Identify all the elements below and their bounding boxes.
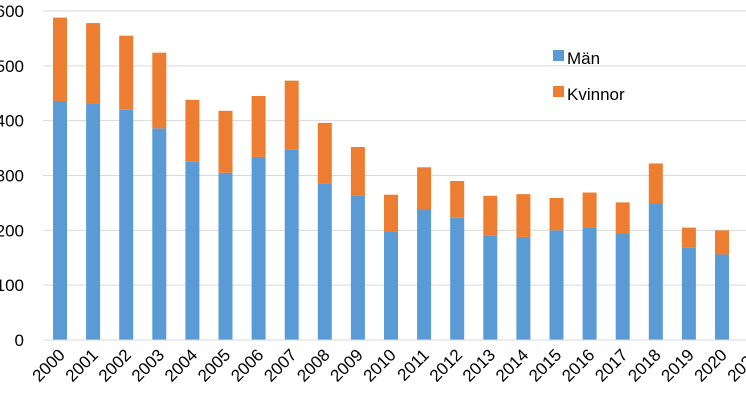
x-tick-label: 2007 xyxy=(260,345,300,385)
y-tick-label: 500 xyxy=(0,57,24,76)
bar-man-2008 xyxy=(317,183,332,340)
x-tick-label: 2001 xyxy=(62,345,102,385)
x-tick-label: 2006 xyxy=(227,345,267,385)
bar-kvinnor-2016 xyxy=(582,192,597,228)
x-tick-label: 2019 xyxy=(658,345,698,385)
bar-kvinnor-2001 xyxy=(86,23,101,104)
x-tick-label: 2003 xyxy=(128,345,168,385)
x-tick-label: 2008 xyxy=(293,345,333,385)
x-tick-label: 2000 xyxy=(29,345,69,385)
legend-label-kvinnor: Kvinnor xyxy=(567,85,625,104)
bars xyxy=(53,17,729,341)
bar-man-2020 xyxy=(715,254,729,340)
x-tick-label: 2002 xyxy=(95,345,135,385)
bar-kvinnor-2020 xyxy=(715,230,729,255)
y-tick-label: 100 xyxy=(0,276,24,295)
x-axis-ticks: 2000200120022003200420052006200720082009… xyxy=(29,345,746,385)
y-tick-label: 600 xyxy=(0,2,24,21)
bar-man-2001 xyxy=(86,103,101,340)
bar-kvinnor-2011 xyxy=(417,167,432,210)
bar-man-2018 xyxy=(648,203,663,340)
bar-kvinnor-2007 xyxy=(284,80,299,150)
legend-label-man: Män xyxy=(567,49,600,68)
bar-man-2010 xyxy=(384,231,398,340)
bar-man-2009 xyxy=(350,195,365,340)
y-tick-label: 200 xyxy=(0,221,24,240)
bar-man-2002 xyxy=(119,109,134,341)
x-tick-label: 2017 xyxy=(591,345,631,385)
bar-kvinnor-2005 xyxy=(218,110,233,173)
x-tick-label: 2005 xyxy=(194,345,234,385)
bar-kvinnor-2010 xyxy=(384,194,398,232)
bar-kvinnor-2017 xyxy=(615,202,630,234)
bar-kvinnor-2015 xyxy=(549,197,564,231)
bar-man-2000 xyxy=(53,100,67,341)
bar-kvinnor-2002 xyxy=(119,35,134,110)
legend-swatch-kvinnor xyxy=(553,86,564,97)
legend-swatch-man xyxy=(553,50,564,61)
bar-kvinnor-2012 xyxy=(450,180,465,218)
y-tick-label: 0 xyxy=(15,331,24,350)
bar-man-2012 xyxy=(450,217,465,340)
x-tick-label: 2015 xyxy=(525,345,565,385)
bar-kvinnor-2013 xyxy=(483,195,498,236)
x-tick-label: 2010 xyxy=(360,345,400,385)
bar-man-2015 xyxy=(549,230,564,340)
x-tick-label: 2014 xyxy=(492,345,532,385)
x-tick-label: 2020 xyxy=(691,345,731,385)
bar-man-2016 xyxy=(582,227,597,340)
bar-man-2017 xyxy=(615,233,630,340)
bar-kvinnor-2000 xyxy=(53,17,67,101)
y-tick-label: 400 xyxy=(0,112,24,131)
bar-kvinnor-2008 xyxy=(317,122,332,184)
bar-man-2003 xyxy=(152,128,167,340)
x-tick-label: 2009 xyxy=(327,345,367,385)
bar-man-2006 xyxy=(251,156,266,340)
bar-kvinnor-2006 xyxy=(251,96,266,157)
bar-kvinnor-2018 xyxy=(648,163,663,204)
x-tick-label: 2004 xyxy=(161,345,201,385)
bar-kvinnor-2009 xyxy=(350,146,365,196)
x-tick-label: 2011 xyxy=(394,345,433,384)
bar-man-2005 xyxy=(218,172,233,340)
y-axis-ticks: 0 100 200 300 400 500 600 xyxy=(0,2,24,350)
bar-kvinnor-2019 xyxy=(681,227,696,248)
x-tick-label: 2016 xyxy=(558,345,598,385)
bar-kvinnor-2003 xyxy=(152,52,167,129)
x-tick-label: 2018 xyxy=(624,345,664,385)
y-tick-label: 300 xyxy=(0,167,24,186)
bar-kvinnor-2004 xyxy=(185,99,200,162)
bar-man-2014 xyxy=(516,236,531,340)
legend: Män Kvinnor xyxy=(553,49,625,104)
bar-man-2019 xyxy=(681,247,696,340)
bar-kvinnor-2014 xyxy=(516,194,531,237)
x-tick-label: 2013 xyxy=(459,345,499,385)
bar-man-2004 xyxy=(185,161,200,340)
bar-man-2007 xyxy=(284,149,299,340)
bar-man-2011 xyxy=(417,209,432,340)
x-tick-label: 2012 xyxy=(426,345,466,385)
x-tick-label: 2021 xyxy=(724,345,746,385)
bar-man-2013 xyxy=(483,235,498,340)
